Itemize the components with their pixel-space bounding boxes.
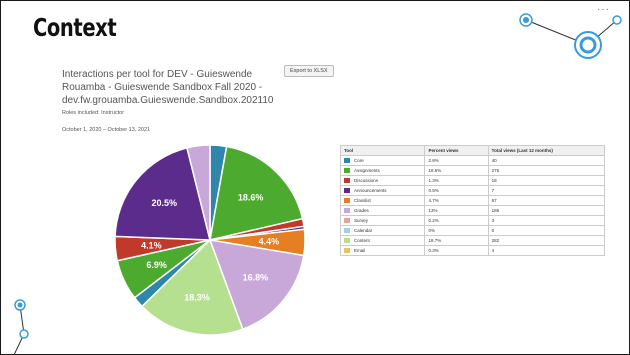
percent-cell: 13% <box>424 205 489 216</box>
pie-chart: 18.6% 4.4% 16.8% 18.3% 6.9% 4.1% 20.5% <box>114 144 306 336</box>
circle-network-icon <box>519 13 622 59</box>
tool-name: Grades <box>354 207 369 213</box>
slide-title: Context <box>33 13 117 42</box>
percent-cell: 2.8% <box>424 155 489 166</box>
total-cell: 186 <box>487 205 606 216</box>
legend-swatch <box>344 168 350 174</box>
legend-swatch <box>344 218 350 224</box>
total-cell: 0 <box>487 225 606 236</box>
tool-name: Discussions <box>354 177 379 183</box>
tool-name: Core <box>354 157 364 163</box>
tool-cell: Grades <box>339 205 426 216</box>
tool-cell: Calendar <box>339 225 426 236</box>
tool-cell: Content <box>339 235 426 246</box>
tool-cell: Email <box>339 245 426 256</box>
column-header-percent: Percent views <box>424 145 489 156</box>
total-cell: 7 <box>487 185 606 196</box>
export-xlsx-button[interactable]: Export to XLSX <box>284 65 334 77</box>
tool-table: Tool Percent views Total views (Last 12 … <box>339 145 606 256</box>
date-range: October 1, 2020 – October 13, 2021 <box>62 127 151 133</box>
tool-name: Survey <box>354 217 369 223</box>
pie-data-label: 18.3% <box>184 292 210 302</box>
legend-swatch <box>344 198 350 204</box>
column-header-total: Total views (Last 12 months) <box>487 145 606 156</box>
tool-cell: Discussions <box>339 175 426 186</box>
legend-swatch <box>344 208 350 214</box>
pie-slice <box>186 144 211 241</box>
tool-name: Email <box>354 247 366 253</box>
total-cell: 4 <box>487 245 606 256</box>
table-row: Announcements 0.5% 7 <box>339 185 606 196</box>
percent-cell: 4.7% <box>424 195 489 206</box>
pie-slice <box>208 239 305 331</box>
pie-slice <box>114 146 211 241</box>
pie-data-label: 20.5% <box>151 198 177 208</box>
table-row: Grades 13% 186 <box>339 205 606 216</box>
table-row: Content 18.7% 282 <box>339 235 606 246</box>
pie-slice <box>209 145 304 241</box>
total-cell: 3 <box>487 215 606 226</box>
table-header-row: Tool Percent views Total views (Last 12 … <box>339 145 606 156</box>
table-row: Assignments 18.6% 275 <box>339 165 606 176</box>
column-header-tool: Tool <box>339 145 426 156</box>
percent-cell: 0% <box>424 225 489 236</box>
table-row: Classlist 4.7% 67 <box>339 195 606 206</box>
roles-included: Roles included: Instructor <box>62 110 125 116</box>
legend-swatch <box>344 228 350 234</box>
legend-swatch <box>344 238 350 244</box>
more-options-icon[interactable]: ··· <box>597 4 610 15</box>
percent-cell: 0.2% <box>424 215 489 226</box>
percent-cell: 0.3% <box>424 245 489 256</box>
total-cell: 40 <box>487 155 606 166</box>
table-row: Survey 0.2% 3 <box>339 215 606 226</box>
tool-name: Calendar <box>354 227 373 233</box>
total-cell: 18 <box>487 175 606 186</box>
percent-cell: 18.6% <box>424 165 489 176</box>
pie-data-label: 16.8% <box>243 273 269 283</box>
pie-data-label: 18.6% <box>238 192 264 202</box>
percent-cell: 18.7% <box>424 235 489 246</box>
tool-name: Assignments <box>354 167 380 173</box>
table-row: Calendar 0% 0 <box>339 225 606 236</box>
legend-swatch <box>344 178 350 184</box>
total-cell: 275 <box>487 165 606 176</box>
tool-cell: Assignments <box>339 165 426 176</box>
table-row: Discussions 1.3% 18 <box>339 175 606 186</box>
table-row: Core 2.8% 40 <box>339 155 606 166</box>
legend-swatch <box>344 158 350 164</box>
circle-link-icon <box>13 299 29 355</box>
tool-cell: Announcements <box>339 185 426 196</box>
pie-slice <box>140 238 244 336</box>
tool-name: Announcements <box>354 187 387 193</box>
report-title: Interactions per tool for DEV - Guieswen… <box>62 69 274 106</box>
tool-name: Classlist <box>354 197 371 203</box>
legend-swatch <box>344 248 350 254</box>
tool-cell: Core <box>339 155 426 166</box>
percent-cell: 1.3% <box>424 175 489 186</box>
percent-cell: 0.5% <box>424 185 489 196</box>
total-cell: 67 <box>487 195 606 206</box>
tool-cell: Classlist <box>339 195 426 206</box>
table-row: Email 0.3% 4 <box>339 245 606 256</box>
pie-data-label: 4.4% <box>259 236 280 246</box>
pie-data-label: 4.1% <box>141 240 162 250</box>
tool-name: Content <box>354 237 370 243</box>
pie-data-label: 6.9% <box>146 260 167 270</box>
total-cell: 282 <box>487 235 606 246</box>
legend-swatch <box>344 188 350 194</box>
tool-cell: Survey <box>339 215 426 226</box>
